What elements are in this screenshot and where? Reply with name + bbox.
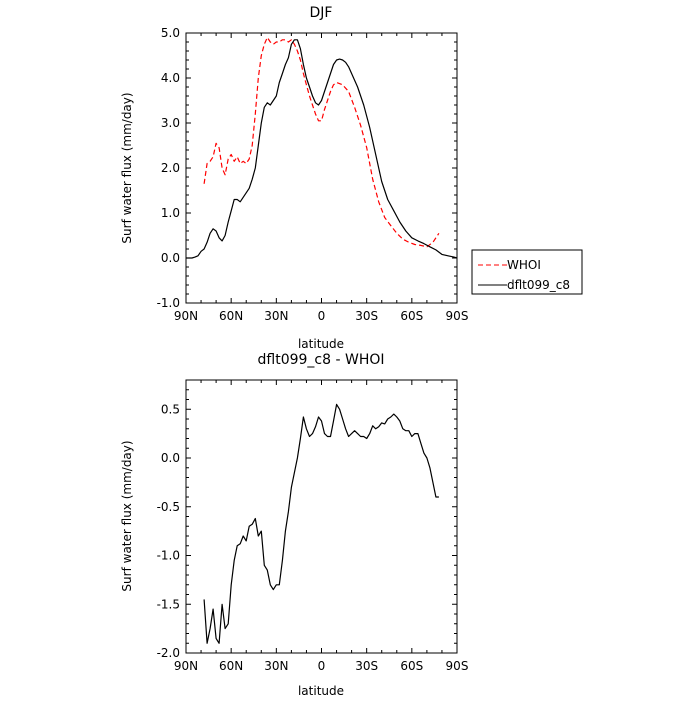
x-tick-label: 30N <box>264 309 288 323</box>
legend-box <box>471 249 583 295</box>
bottom-x-axis-label: latitude <box>298 684 344 698</box>
y-tick-label: -2.0 <box>157 646 180 660</box>
y-tick-label: -1.5 <box>157 597 180 611</box>
x-tick-label: 0 <box>318 659 326 673</box>
top-x-axis: 90N 60N 30N 0 30S 60S 90S <box>174 33 469 323</box>
x-tick-label: 30N <box>264 659 288 673</box>
y-tick-label: 4.0 <box>161 71 180 85</box>
y-tick-label: 2.0 <box>161 161 180 175</box>
x-tick-label: 30S <box>355 309 378 323</box>
bottom-y-axis: -2.0 -1.5 -1.0 -0.5 0.0 0.5 <box>157 379 457 660</box>
top-chart: DJF -1.0 0.0 1.0 2.0 3.0 4.0 5.0 90N 60N 30N 0 30S… <box>120 5 468 351</box>
x-tick-label: 30S <box>355 659 378 673</box>
y-tick-label: -1.0 <box>157 549 180 563</box>
x-tick-label: 60N <box>219 659 243 673</box>
top-y-axis: -1.0 0.0 1.0 2.0 3.0 4.0 5.0 <box>157 26 457 310</box>
legend: WHOI dflt099_c8 <box>471 249 583 295</box>
bottom-y-axis-label: Surf water flux (mm/day) <box>120 440 134 591</box>
y-tick-label: -1.0 <box>157 296 180 310</box>
y-tick-label: 0.0 <box>161 251 180 265</box>
bottom-series-line-0 <box>203 403 439 644</box>
legend-label-dflt099: dflt099_c8 <box>507 278 570 292</box>
legend-label-whoi: WHOI <box>507 258 541 272</box>
y-tick-label: 0.0 <box>161 451 180 465</box>
top-series-line-whoi <box>203 36 440 248</box>
y-tick-label: 3.0 <box>161 116 180 130</box>
top-y-axis-label: Surf water flux (mm/day) <box>120 92 134 243</box>
x-tick-label: 90S <box>446 659 469 673</box>
top-series-line-dflt099-c8 <box>186 39 458 259</box>
x-tick-label: 90N <box>174 659 198 673</box>
x-tick-label: 90N <box>174 309 198 323</box>
bottom-series-lines <box>203 403 439 644</box>
top-x-axis-label: latitude <box>298 337 344 351</box>
y-tick-label: 5.0 <box>161 26 180 40</box>
x-tick-label: 0 <box>318 309 326 323</box>
x-tick-label: 60N <box>219 309 243 323</box>
bottom-chart-title: dflt099_c8 - WHOI <box>258 352 385 368</box>
top-series-lines <box>186 36 458 259</box>
x-tick-label: 60S <box>400 659 423 673</box>
x-tick-label: 90S <box>446 309 469 323</box>
bottom-chart: dflt099_c8 - WHOI -2.0 -1.5 -1.0 -0.5 0.0 0.5… <box>120 352 468 698</box>
y-tick-label: -0.5 <box>157 500 180 514</box>
y-tick-label: 0.5 <box>161 402 180 416</box>
y-tick-label: 1.0 <box>161 206 180 220</box>
top-chart-title: DJF <box>310 5 333 21</box>
bottom-x-axis: 90N 60N 30N 0 30S 60S 90S <box>174 380 469 673</box>
x-tick-label: 60S <box>400 309 423 323</box>
